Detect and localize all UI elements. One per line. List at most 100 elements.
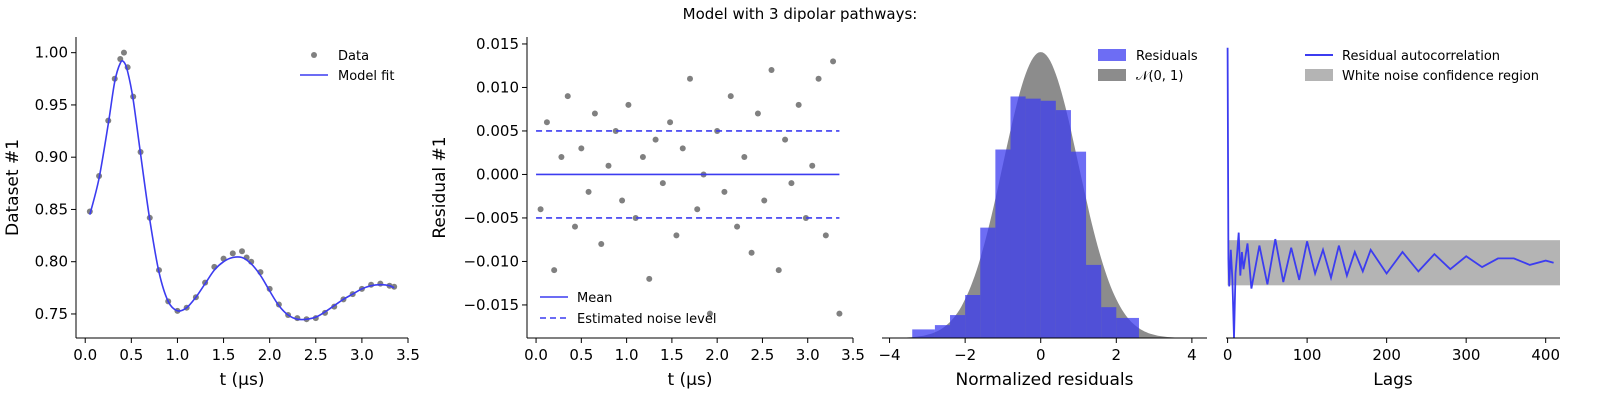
residual-point — [768, 67, 775, 74]
y-tick-label: 1.00 — [35, 44, 68, 62]
model-fit-line — [89, 60, 395, 321]
x-tick-label: 2 — [1112, 346, 1122, 364]
data-point — [377, 280, 384, 287]
residual-point — [809, 162, 816, 169]
y-axis-label: Residual #1 — [430, 136, 450, 238]
residual-point — [558, 154, 565, 161]
residual-point — [598, 241, 605, 248]
legend-label-fit: Model fit — [338, 69, 394, 84]
residual-point — [754, 110, 761, 117]
residual-point — [694, 206, 701, 213]
residual-point — [802, 214, 809, 221]
x-tick-label: 300 — [1452, 346, 1481, 364]
x-tick-label: 2.5 — [751, 346, 775, 364]
figure-title: Model with 3 dipolar pathways: — [683, 5, 918, 23]
residual-point — [782, 136, 789, 143]
residual-point — [612, 127, 619, 134]
y-tick-label: −0.015 — [463, 296, 519, 314]
x-tick-label: 0.0 — [73, 346, 97, 364]
y-tick-label: 0.015 — [476, 35, 519, 53]
panel-residuals: 0.0 0.5 1.0 1.5 2.0 2.5 3.0 3.5 t (μs) −0.015 −0.0… — [430, 35, 865, 390]
panel-histogram: −4 −2 0 2 4 Normalized residuals Residuals 𝒩(0,… — [878, 49, 1207, 390]
x-tick-label: 1.5 — [660, 346, 684, 364]
residual-point — [748, 249, 755, 256]
y-axis-label: Dataset #1 — [3, 139, 23, 236]
x-tick-label: 0 — [1036, 346, 1046, 364]
residual-point — [706, 310, 713, 317]
data-point — [229, 250, 236, 257]
residual-point — [667, 119, 674, 126]
histogram-bar — [1070, 151, 1087, 338]
x-tick-label: 2.0 — [258, 346, 282, 364]
x-axis-label: Normalized residuals — [955, 370, 1133, 390]
residual-point — [632, 214, 639, 221]
residual-point — [646, 275, 653, 282]
x-tick-label: 100 — [1293, 346, 1322, 364]
histogram-bar — [980, 227, 996, 338]
data-point — [391, 283, 398, 290]
histogram-bar — [1116, 317, 1139, 338]
histogram-bar — [1086, 264, 1102, 338]
x-tick-label: 400 — [1531, 346, 1560, 364]
x-tick-label: 200 — [1372, 346, 1401, 364]
x-tick-label: 2.5 — [304, 346, 328, 364]
histogram-bar — [950, 315, 966, 338]
legend-label-data: Data — [338, 49, 369, 64]
residual-point — [727, 93, 734, 100]
legend-label-mean: Mean — [577, 291, 612, 306]
legend-label-confidence: White noise confidence region — [1342, 69, 1539, 84]
legend-label-noise: Estimated noise level — [577, 312, 716, 327]
residual-point — [795, 101, 802, 108]
residual-point — [741, 154, 748, 161]
panel-data-fit: 0.0 0.5 1.0 1.5 2.0 2.5 3.0 3.5 t (μs) 0.75 0.80 0.… — [3, 37, 420, 390]
residual-point — [585, 188, 592, 195]
x-axis-label: t (μs) — [219, 370, 264, 390]
y-tick-label: 0.95 — [35, 96, 68, 114]
histogram-bar — [934, 325, 951, 338]
histogram-bar — [965, 295, 981, 338]
residual-point — [775, 267, 782, 274]
y-tick-label: 0.000 — [476, 165, 519, 183]
x-tick-label: −2 — [954, 346, 976, 364]
data-point — [239, 248, 245, 255]
legend-marker-data — [311, 52, 317, 58]
x-tick-label: 3.0 — [350, 346, 374, 364]
residual-point — [639, 154, 646, 161]
residual-point — [652, 136, 659, 143]
x-tick-label: 1.0 — [615, 346, 639, 364]
panel-autocorrelation: 0 100 200 300 400 Lags Residual autocorrelatio… — [1223, 47, 1560, 390]
x-tick-label: 1.0 — [166, 346, 190, 364]
y-tick-label: 0.80 — [35, 253, 68, 271]
x-tick-label: 2.0 — [705, 346, 729, 364]
residual-point — [591, 110, 598, 117]
x-axis-label: Lags — [1373, 370, 1413, 390]
y-tick-label: 0.90 — [35, 148, 68, 166]
residual-point — [564, 93, 571, 100]
residual-point — [659, 180, 666, 187]
x-tick-label: 0 — [1223, 346, 1233, 364]
residual-point — [788, 180, 795, 187]
residual-point — [625, 101, 632, 108]
x-tick-label: 3.0 — [796, 346, 820, 364]
residual-point — [687, 75, 693, 82]
residual-point — [673, 232, 680, 239]
y-tick-label: 0.005 — [476, 122, 519, 140]
histogram-bar — [1025, 98, 1041, 338]
residual-point — [815, 75, 822, 82]
residual-point — [761, 197, 768, 204]
legend-marker-confidence — [1305, 69, 1333, 81]
histogram-bar — [1010, 96, 1026, 338]
residual-point — [543, 119, 550, 126]
residual-point — [605, 162, 612, 169]
x-tick-label: 0.5 — [119, 346, 143, 364]
autocorrelation-line — [1226, 47, 1554, 339]
x-tick-label: −4 — [878, 346, 900, 364]
legend-marker-normal — [1098, 69, 1126, 81]
residual-point — [679, 145, 686, 152]
residual-point — [721, 188, 728, 195]
y-tick-label: −0.010 — [463, 252, 519, 270]
residual-point — [734, 223, 741, 230]
x-tick-label: 3.5 — [396, 346, 420, 364]
legend-label-autocorrelation: Residual autocorrelation — [1342, 49, 1500, 64]
